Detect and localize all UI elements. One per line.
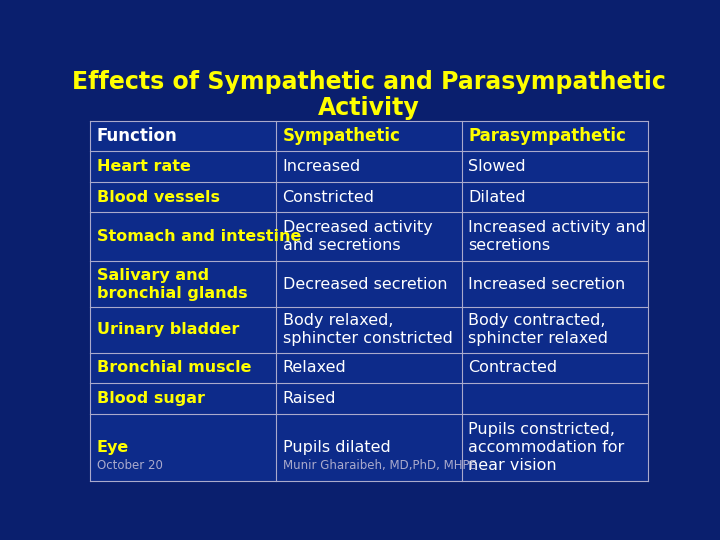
Bar [462, 261, 648, 307]
Text: Body contracted,
sphincter relaxed: Body contracted, sphincter relaxed [468, 313, 608, 346]
Text: Function: Function [96, 127, 177, 145]
Bar [90, 353, 276, 383]
Bar [276, 383, 462, 414]
Bar [462, 353, 648, 383]
Text: Constricted: Constricted [282, 190, 374, 205]
Bar [90, 307, 276, 353]
Text: Body relaxed,
sphincter constricted: Body relaxed, sphincter constricted [282, 313, 452, 346]
Text: Slowed: Slowed [468, 159, 526, 174]
Text: Decreased activity
and secretions: Decreased activity and secretions [282, 220, 432, 253]
Bar [276, 151, 462, 182]
Text: Heart rate: Heart rate [96, 159, 191, 174]
Bar [462, 383, 648, 414]
Bar [462, 212, 648, 261]
Text: Increased activity and
secretions: Increased activity and secretions [468, 220, 647, 253]
Bar [462, 151, 648, 182]
Text: Relaxed: Relaxed [282, 360, 346, 375]
Text: Parasympathetic: Parasympathetic [468, 127, 626, 145]
Bar [90, 261, 276, 307]
Text: Urinary bladder: Urinary bladder [96, 322, 239, 337]
Text: Pupils dilated: Pupils dilated [282, 440, 390, 455]
Text: Pupils constricted,
accommodation for
near vision: Pupils constricted, accommodation for ne… [468, 422, 624, 472]
Bar [276, 121, 462, 151]
Bar [276, 261, 462, 307]
Text: Salivary and
bronchial glands: Salivary and bronchial glands [96, 267, 248, 300]
Text: Contracted: Contracted [468, 360, 557, 375]
Text: Sympathetic: Sympathetic [282, 127, 400, 145]
Bar [276, 182, 462, 212]
Bar [276, 414, 462, 481]
Bar [462, 182, 648, 212]
Text: Increased secretion: Increased secretion [468, 276, 626, 292]
Bar [90, 383, 276, 414]
Text: Blood sugar: Blood sugar [96, 391, 204, 406]
Bar [276, 307, 462, 353]
Text: Stomach and intestine: Stomach and intestine [96, 230, 301, 244]
Bar [462, 307, 648, 353]
Text: Increased: Increased [282, 159, 361, 174]
Text: Raised: Raised [282, 391, 336, 406]
Text: Blood vessels: Blood vessels [96, 190, 220, 205]
Text: October 20: October 20 [96, 460, 163, 472]
Text: Activity: Activity [318, 96, 420, 120]
Text: Eye: Eye [96, 440, 129, 455]
Bar [90, 121, 276, 151]
Bar [90, 182, 276, 212]
Bar [276, 353, 462, 383]
Text: Dilated: Dilated [468, 190, 526, 205]
Bar [462, 121, 648, 151]
Bar [462, 414, 648, 481]
Text: Munir Gharaibeh, MD,PhD, MHPE: Munir Gharaibeh, MD,PhD, MHPE [282, 460, 477, 472]
Bar [90, 151, 276, 182]
Text: Effects of Sympathetic and Parasympathetic: Effects of Sympathetic and Parasympathet… [72, 70, 666, 94]
Bar [90, 414, 276, 481]
Bar [90, 212, 276, 261]
Text: Bronchial muscle: Bronchial muscle [96, 360, 251, 375]
Text: Decreased secretion: Decreased secretion [282, 276, 447, 292]
Bar [276, 212, 462, 261]
